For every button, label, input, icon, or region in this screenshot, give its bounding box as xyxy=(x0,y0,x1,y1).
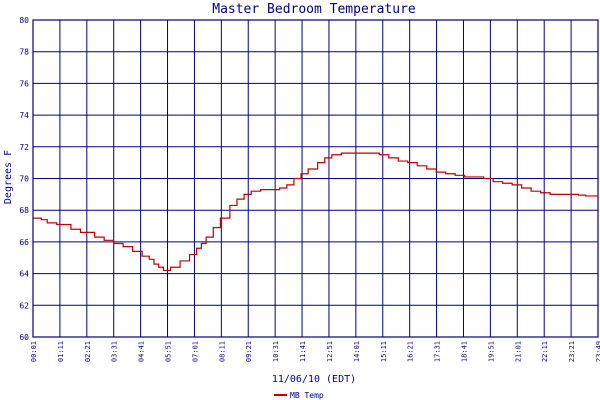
y-tick-label: 66 xyxy=(19,238,29,247)
x-tick-label: 15:11 xyxy=(380,341,388,362)
x-tick-label: 22:11 xyxy=(541,341,549,362)
y-axis-label: Degrees F xyxy=(3,150,14,204)
x-tick-label: 19:51 xyxy=(487,341,495,362)
x-tick-label: 01:11 xyxy=(57,341,65,362)
x-tick-label: 02:21 xyxy=(84,341,92,362)
y-tick-label: 68 xyxy=(19,206,29,215)
y-tick-label: 70 xyxy=(19,175,29,184)
x-tick-label: 10:31 xyxy=(272,341,280,362)
x-tick-label: 18:41 xyxy=(460,341,468,362)
x-tick-label: 23:21 xyxy=(568,341,576,362)
x-tick-label: 14:01 xyxy=(353,341,361,362)
series-lines xyxy=(33,152,599,272)
x-tick-label: 00:01 xyxy=(30,341,38,362)
y-tick-label: 74 xyxy=(19,111,29,120)
x-tick-label: 09:21 xyxy=(245,341,253,362)
x-tick-label: 04:41 xyxy=(138,341,146,362)
y-tick-label: 72 xyxy=(19,143,29,152)
x-tick-labels: 00:01 01:11 02:21 03:31 04:41 05:51 07:01 08:11… xyxy=(30,341,600,362)
x-tick-label: 08:11 xyxy=(218,341,226,362)
x-tick-label: 05:51 xyxy=(165,341,173,362)
legend: MB Temp xyxy=(274,391,324,400)
series-line-mb-temp xyxy=(33,152,599,272)
x-tick-label: 23:49 xyxy=(595,341,600,362)
chart-title: Master Bedroom Temperature xyxy=(212,2,416,17)
x-tick-label: 16:21 xyxy=(407,341,415,362)
y-tick-label: 80 xyxy=(19,16,29,25)
y-tick-labels: 60 62 64 66 68 70 72 74 76 78 80 xyxy=(19,16,29,342)
x-tick-label: 07:01 xyxy=(191,341,199,362)
y-tick-label: 62 xyxy=(19,301,29,310)
y-tick-label: 78 xyxy=(19,48,29,57)
x-axis-label: 11/06/10 (EDT) xyxy=(272,374,356,385)
legend-label: MB Temp xyxy=(290,391,324,400)
x-tick-label: 21:01 xyxy=(514,341,522,362)
grid xyxy=(32,19,599,338)
x-tick-label: 12:51 xyxy=(326,341,334,362)
y-tick-label: 76 xyxy=(19,79,29,88)
x-tick-label: 17:31 xyxy=(434,341,442,362)
y-tick-label: 60 xyxy=(19,333,29,342)
x-tick-label: 03:31 xyxy=(111,341,119,362)
x-tick-label: 11:41 xyxy=(299,341,307,362)
y-tick-label: 64 xyxy=(19,270,29,279)
